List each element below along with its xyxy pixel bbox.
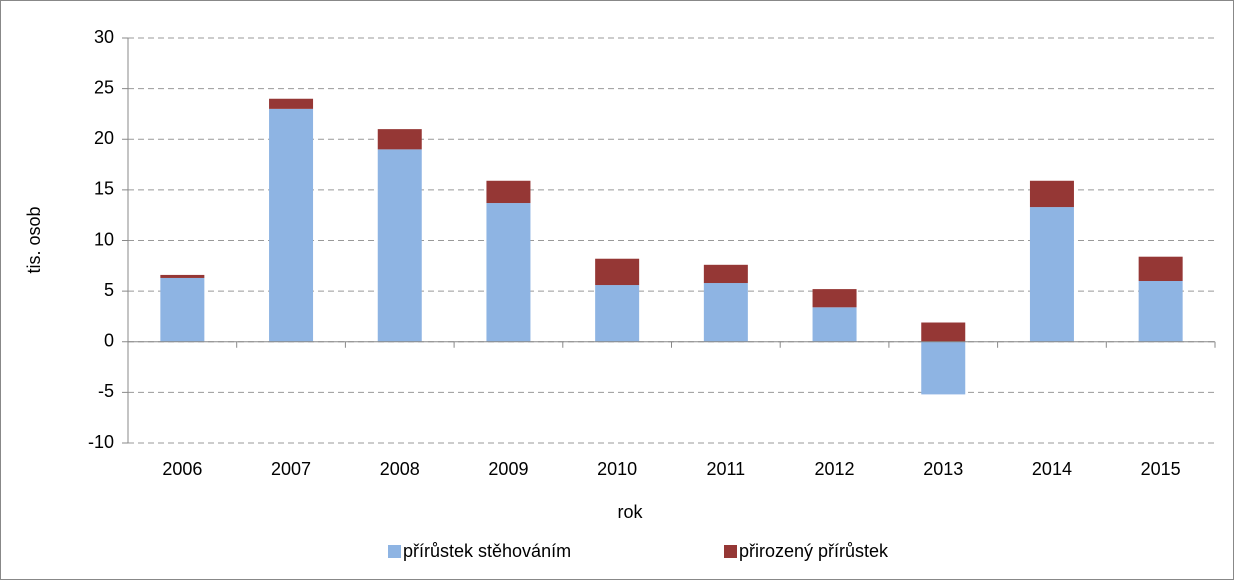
bar-segment [595,258,640,286]
x-tick-label: 2012 [815,459,855,479]
y-tick-label: 20 [94,128,114,148]
legend-swatch [724,545,737,558]
x-tick-label: 2007 [271,459,311,479]
y-tick-label: 30 [94,27,114,47]
x-tick-label: 2010 [597,459,637,479]
bar-segment [703,283,748,342]
y-tick-label: -5 [98,381,114,401]
x-tick-label: 2008 [380,459,420,479]
x-axis-title: rok [617,502,643,522]
x-tick-label: 2015 [1141,459,1181,479]
legend-swatch [388,545,401,558]
bar-segment [160,277,205,342]
bar-segment [921,341,966,395]
bar-segment [812,307,857,342]
bar-segment [377,149,422,342]
bar-segment [812,289,857,308]
x-tick-label: 2009 [488,459,528,479]
bar-segment [486,203,531,342]
legend-label: přírůstek stěhováním [403,541,571,561]
legend-label: přirozený přírůstek [739,541,889,561]
bar-segment [595,285,640,342]
y-tick-label: 15 [94,179,114,199]
bar-segment [1029,207,1074,342]
bar-segment [269,108,314,342]
bar-segment [703,264,748,284]
y-tick-label: -10 [88,432,114,452]
y-tick-label: 5 [104,280,114,300]
y-tick-label: 25 [94,77,114,97]
bar-segment [1029,180,1074,208]
y-axis-title: tis. osob [24,206,44,273]
bar-segment [486,180,531,204]
x-tick-label: 2013 [923,459,963,479]
y-tick-label: 10 [94,229,114,249]
bar-segment [921,322,966,342]
bar-segment [160,274,205,278]
x-tick-label: 2014 [1032,459,1072,479]
x-tick-label: 2006 [162,459,202,479]
bar-segment [1138,256,1183,281]
y-tick-label: 0 [104,331,114,351]
bar-segment [269,98,314,109]
bar-segment [377,129,422,150]
x-tick-label: 2011 [706,459,745,479]
bar-segment [1138,281,1183,342]
